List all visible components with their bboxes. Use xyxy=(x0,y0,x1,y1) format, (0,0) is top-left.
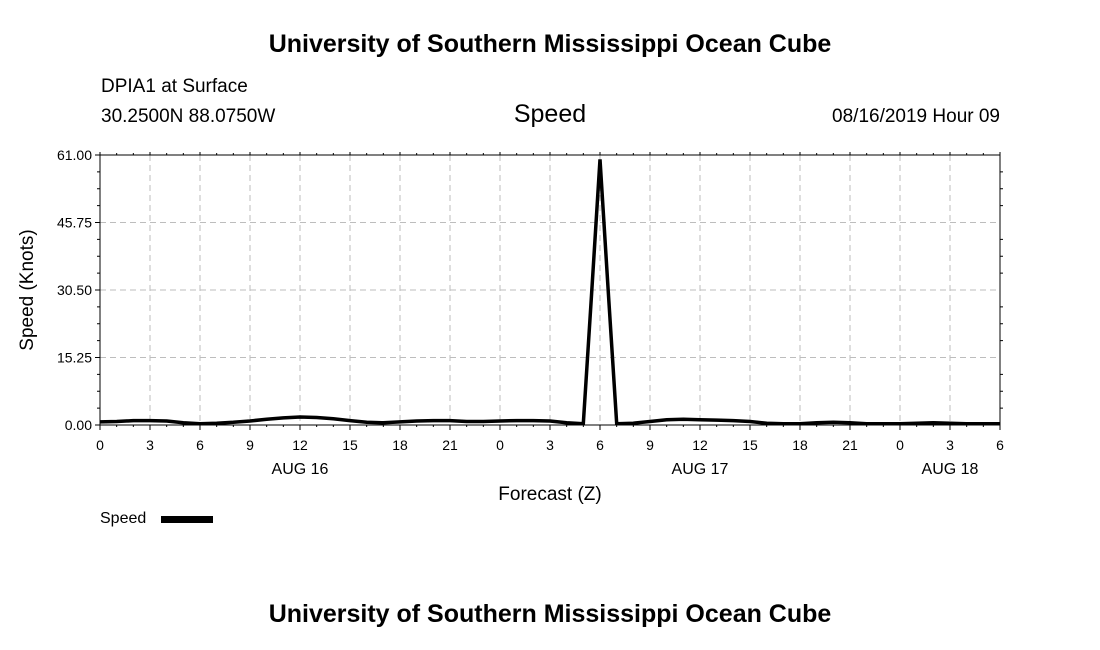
x-tick-label: 3 xyxy=(146,437,154,453)
datetime-label: 08/16/2019 Hour 09 xyxy=(832,106,1000,127)
location-label: 30.2500N 88.0750W xyxy=(101,106,276,127)
y-tick-label: 61.00 xyxy=(57,147,92,163)
y-axis-label: Speed (Knots) xyxy=(17,229,38,350)
tick-layer: 0.00 15.25 30.50 45.75 61.00 0 3 6 9 12 15 18 21 0 3 6 9… xyxy=(57,147,1004,478)
x-tick-label: 0 xyxy=(496,437,504,453)
x-tick-label: 18 xyxy=(792,437,808,453)
x-tick-label: 9 xyxy=(246,437,254,453)
date-label: AUG 16 xyxy=(272,461,329,478)
x-tick-label: 3 xyxy=(546,437,554,453)
series-line-speed xyxy=(99,159,1000,426)
date-label: AUG 17 xyxy=(672,461,729,478)
chart-title: Speed xyxy=(513,100,587,128)
x-tick-label: 6 xyxy=(196,437,204,453)
x-tick-label: 15 xyxy=(742,437,758,453)
date-label: AUG 18 xyxy=(922,461,979,478)
legend-label: Speed xyxy=(100,510,147,527)
x-tick-label: 6 xyxy=(996,437,1004,453)
grid-layer xyxy=(100,155,1000,425)
legend-line-swatch xyxy=(161,516,213,523)
x-tick-label: 21 xyxy=(442,437,458,453)
x-tick-label: 15 xyxy=(342,437,358,453)
x-tick-label: 0 xyxy=(896,437,904,453)
x-tick-label: 6 xyxy=(596,437,604,453)
footer-title: University of Southern Mississippi Ocean… xyxy=(268,600,832,628)
y-tick-label: 30.50 xyxy=(57,282,92,298)
x-tick-label: 9 xyxy=(646,437,654,453)
x-tick-label: 12 xyxy=(692,437,708,453)
station-label: DPIA1 at Surface xyxy=(101,76,248,97)
y-tick-label: 0.00 xyxy=(65,417,92,433)
x-tick-label: 0 xyxy=(96,437,104,453)
x-tick-label: 18 xyxy=(392,437,408,453)
x-tick-label: 21 xyxy=(842,437,858,453)
x-tick-label: 3 xyxy=(946,437,954,453)
x-tick-label: 12 xyxy=(292,437,308,453)
series-layer xyxy=(99,159,1000,426)
y-tick-label: 45.75 xyxy=(57,215,92,231)
x-axis-label: Forecast (Z) xyxy=(498,484,601,505)
y-tick-label: 15.25 xyxy=(57,350,92,366)
page-title: University of Southern Mississippi Ocean… xyxy=(268,30,832,58)
